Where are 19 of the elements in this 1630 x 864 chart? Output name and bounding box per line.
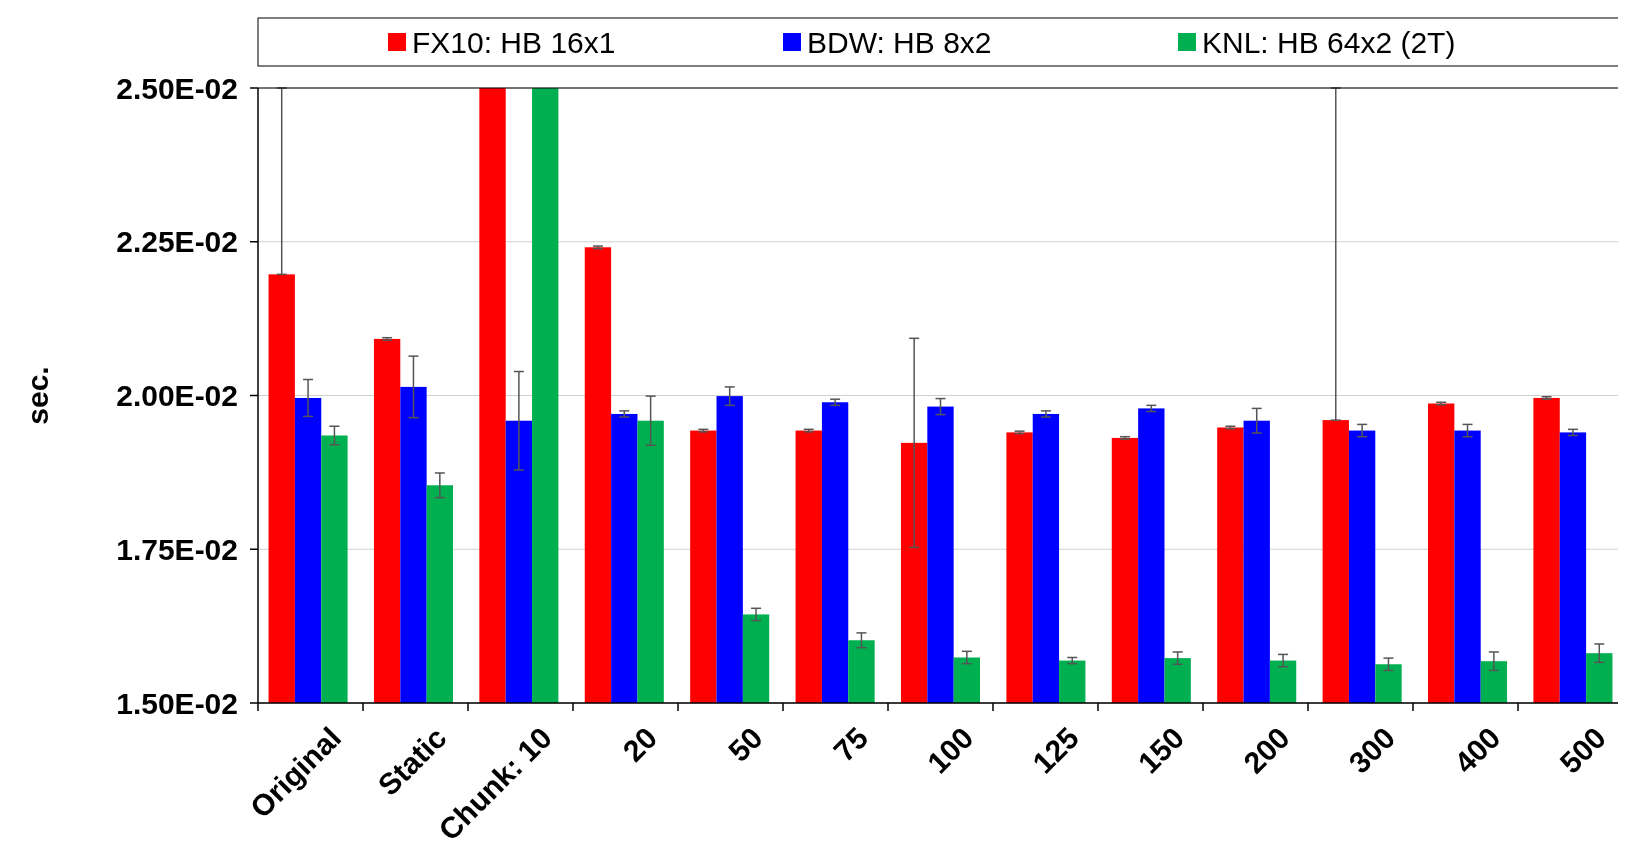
x-tick-label: 150	[1131, 720, 1191, 780]
legend-label: FX10: HB 16x1	[412, 25, 616, 59]
y-tick-label: 1.75E-02	[116, 532, 238, 566]
legend-label: BDW: HB 8x2	[807, 25, 992, 59]
legend-label: KNL: HB 64x2 (2T)	[1202, 25, 1456, 59]
x-tick-label: 20	[616, 720, 664, 768]
y-axis-title: sec.	[21, 366, 54, 425]
y-tick-label: 2.50E-02	[116, 71, 238, 105]
x-tick-label: 50	[721, 720, 769, 768]
x-tick-label: 200	[1237, 720, 1296, 780]
y-tick-label: 1.50E-02	[116, 686, 238, 720]
x-tick-label: 100	[920, 720, 980, 780]
y-tick-label: 2.00E-02	[116, 379, 238, 412]
x-tick-label: 125	[1026, 720, 1085, 780]
x-tick-label: 400	[1447, 720, 1507, 780]
x-tick-label: 500	[1553, 720, 1613, 780]
x-tick-label: 300	[1342, 720, 1402, 780]
x-tick-label: 75	[827, 720, 875, 768]
y-tick-label: 2.25E-02	[116, 225, 238, 259]
